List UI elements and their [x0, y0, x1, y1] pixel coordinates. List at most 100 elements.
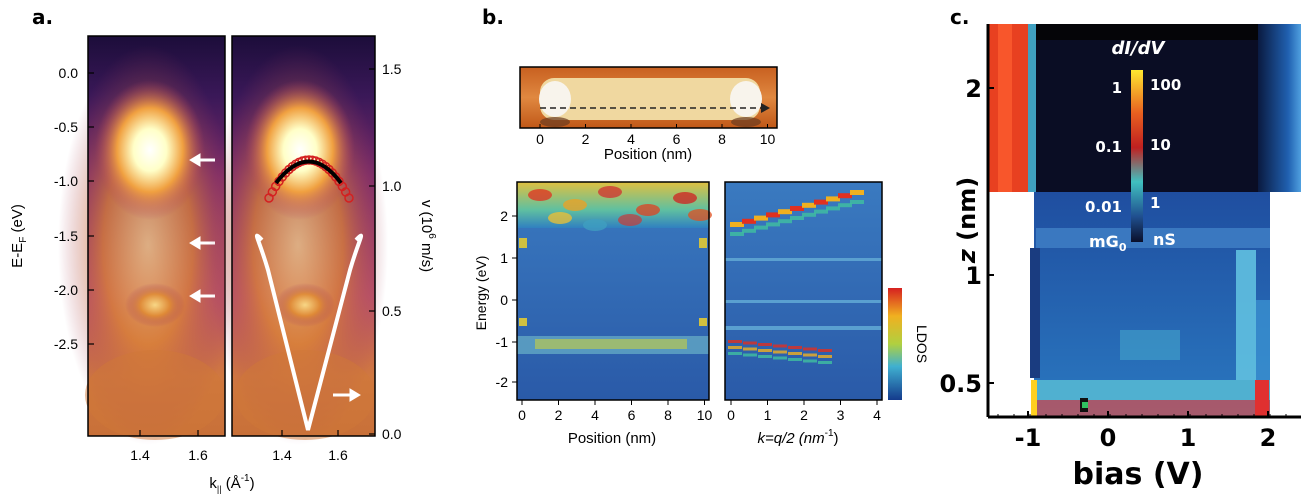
- didv-colorbar-left-ticks: 1 0.1 0.01: [1085, 79, 1122, 216]
- ldos-feature: [803, 359, 817, 363]
- map-left-x-tick-label: 2: [555, 407, 563, 423]
- didv-x-tick-label: -1: [1015, 424, 1042, 452]
- ldos-feature: [818, 361, 832, 364]
- map-left-x-axis: 0 2 4 6 8 10: [518, 400, 712, 423]
- stm-topograph: [519, 66, 778, 129]
- ldos-feature: [688, 209, 712, 221]
- x-tick-label: 1.4: [130, 447, 150, 463]
- ldos-map-k: [724, 181, 883, 401]
- right-y-tick-label: 0.0: [382, 426, 402, 442]
- ldos-feature: [758, 355, 772, 358]
- ldos-feature: [803, 347, 817, 351]
- ldos-feature: [773, 344, 787, 348]
- left-y-tick-label: -0.5: [54, 119, 78, 135]
- map-right-x-axis-label: k=q/2 (nm-1): [757, 428, 838, 447]
- ldos-feature: [673, 192, 697, 204]
- panel-b: b. 0 2 4 6 8 10 Position (nm) 0 2 4 6 8 10 210-1-2…: [473, 5, 930, 447]
- ldos-feature: [790, 206, 804, 211]
- map-y-tick-label: 1: [500, 250, 508, 266]
- didv-colorbar-left-tick: 1: [1112, 79, 1122, 97]
- map-y-tick-label: -2: [496, 374, 509, 390]
- map-y-tick-label: 0: [500, 292, 508, 308]
- right-y-tick-label: 1.0: [382, 178, 402, 194]
- didv-colorbar-right-unit: nS: [1153, 230, 1176, 249]
- ldos-feature: [730, 232, 744, 236]
- stm-x-tick-label: 4: [627, 131, 635, 147]
- ldos-feature: [583, 219, 607, 231]
- ldos-feature: [850, 190, 864, 195]
- ldos-feature: [778, 219, 792, 224]
- ldos-feature: [728, 352, 742, 355]
- map-right-x-tick-label: 3: [837, 407, 845, 423]
- ldos-feature: [548, 212, 572, 224]
- velocity-curve: [254, 233, 364, 431]
- didv-y-tick-label: 0.5: [939, 370, 982, 398]
- map-y-tick-label: -1: [496, 334, 509, 350]
- x-tick-label: 1.6: [328, 447, 348, 463]
- arrow-icon: [333, 388, 361, 402]
- ldos-feature: [598, 186, 622, 198]
- ldos-colorbar: [888, 288, 902, 400]
- map-left-x-tick-label: 0: [518, 407, 526, 423]
- ldos-feature: [728, 340, 742, 343]
- map-right-x-tick-label: 0: [727, 407, 735, 423]
- ldos-feature: [850, 200, 864, 204]
- ldos-feature: [725, 258, 882, 261]
- didv-x-tick-label: 0: [1100, 424, 1117, 452]
- x-tick-label: 1.6: [188, 447, 208, 463]
- ldos-feature: [766, 212, 780, 218]
- left-y-axis: 0.0 -0.5 -1.0 -1.5 -2.0 -2.5: [54, 65, 94, 352]
- stm-x-axis-label: Position (nm): [604, 146, 692, 163]
- ldos-feature: [519, 238, 527, 248]
- didv-colorbar: [1131, 70, 1143, 242]
- arrow-icon: [189, 153, 215, 167]
- arpes-image-right: [208, 35, 388, 445]
- ldos-feature: [826, 206, 840, 211]
- map-y-axis: 2 1 0 -1 -2: [496, 208, 517, 390]
- ldos-feature: [802, 212, 816, 217]
- ldos-feature: [803, 353, 817, 357]
- ldos-map-position: [516, 181, 712, 401]
- ldos-feature: [699, 238, 707, 248]
- map-right-x-tick-label: 1: [764, 407, 772, 423]
- didv-y-axis: 210.5: [939, 75, 994, 398]
- panel-c: c.: [939, 5, 1301, 492]
- didv-y-axis-label: z (nm): [953, 177, 981, 264]
- ldos-feature: [788, 358, 802, 361]
- map-right-x-axis: 0 1 2 3 4: [727, 400, 881, 423]
- stm-x-tick-label: 0: [536, 131, 544, 147]
- ldos-feature: [788, 346, 802, 349]
- ldos-feature: [778, 209, 792, 215]
- didv-y-tick-label: 2: [965, 75, 982, 103]
- panel-b-label: b.: [482, 5, 504, 29]
- ldos-feature: [519, 318, 527, 326]
- stm-x-axis: 0 2 4 6 8 10: [536, 124, 775, 147]
- x-tick-label: 1.4: [272, 447, 292, 463]
- stm-x-tick-label: 10: [760, 131, 776, 147]
- ldos-feature: [725, 326, 882, 330]
- map-right-x-tick-label: 4: [873, 407, 881, 423]
- ldos-feature: [814, 199, 828, 205]
- didv-colorbar-right-tick: 100: [1150, 76, 1181, 94]
- didv-colorbar-title: dI/dV: [1112, 38, 1167, 59]
- ldos-feature: [826, 196, 840, 202]
- ldos-feature: [754, 215, 768, 221]
- x-axis-label: k|| (Å-1): [209, 473, 254, 494]
- ldos-feature: [699, 318, 707, 326]
- ldos-feature: [802, 202, 816, 208]
- ldos-feature: [754, 225, 768, 230]
- arpes-image-left: [58, 35, 238, 445]
- stm-x-tick-label: 2: [582, 131, 590, 147]
- ldos-feature: [743, 353, 757, 357]
- didv-map: [986, 24, 1301, 419]
- left-y-tick-label: -1.0: [54, 173, 78, 189]
- ldos-feature: [528, 189, 552, 201]
- map-y-axis-label: Energy (eV): [473, 256, 489, 331]
- didv-colorbar-right-ticks: 100 10 1: [1150, 76, 1181, 212]
- panel-c-label: c.: [950, 5, 969, 29]
- ldos-feature: [636, 204, 660, 216]
- ldos-feature: [728, 346, 742, 349]
- map-right-x-tick-label: 2: [800, 407, 808, 423]
- didv-colorbar-left-tick: 0.1: [1095, 138, 1122, 156]
